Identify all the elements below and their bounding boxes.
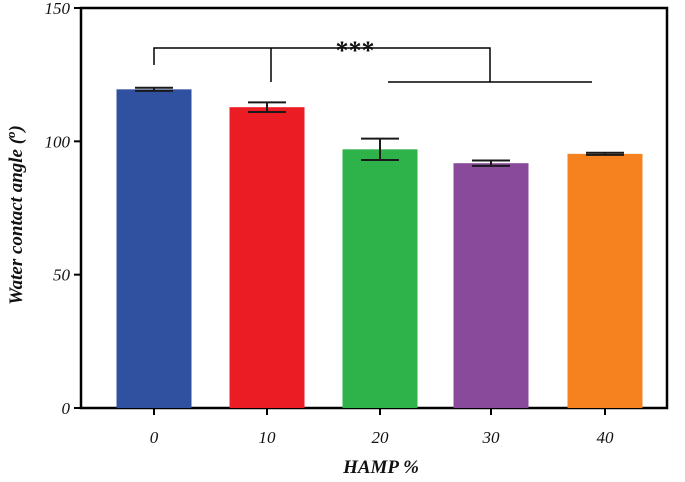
significance-bracket bbox=[153, 47, 592, 83]
bar-30 bbox=[453, 163, 529, 408]
y-axis: 0 50 100 150 bbox=[45, 0, 81, 418]
bars-group bbox=[116, 89, 643, 409]
y-tick-label-50: 50 bbox=[53, 266, 71, 285]
x-tick-label-30: 30 bbox=[482, 428, 501, 447]
y-axis-title-end: ) bbox=[6, 125, 27, 133]
x-tick-label-0: 0 bbox=[150, 428, 159, 447]
bar-20 bbox=[342, 149, 418, 409]
error-bars-group bbox=[135, 86, 624, 167]
bar-0 bbox=[116, 89, 192, 408]
y-axis-title: Water contact angle (o) bbox=[3, 125, 27, 305]
y-tick-label-150: 150 bbox=[45, 0, 71, 18]
y-axis-title-sup: o bbox=[3, 131, 18, 138]
y-axis-title-main: Water contact angle ( bbox=[6, 136, 27, 305]
x-axis: 0 10 20 30 40 bbox=[150, 408, 614, 447]
x-tick-label-20: 20 bbox=[372, 428, 390, 447]
significance-label: *** bbox=[336, 36, 375, 65]
bar-10 bbox=[229, 107, 305, 408]
x-axis-title: HAMP % bbox=[342, 457, 419, 478]
y-tick-label-100: 100 bbox=[45, 132, 71, 151]
y-tick-label-0: 0 bbox=[62, 399, 71, 418]
x-tick-label-10: 10 bbox=[259, 428, 277, 447]
bar-40 bbox=[567, 153, 643, 408]
x-tick-label-40: 40 bbox=[597, 428, 615, 447]
bracket-left bbox=[153, 47, 491, 82]
